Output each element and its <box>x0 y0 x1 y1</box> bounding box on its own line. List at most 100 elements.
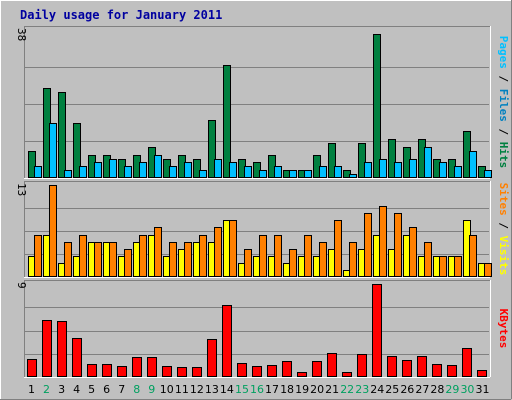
bar-files-13 <box>214 159 222 178</box>
bar-kbytes-15 <box>237 363 247 377</box>
legend-label-part: Hits <box>497 142 510 169</box>
legend-label: Pages / Files / Hits <box>497 36 510 169</box>
bar-files-10 <box>169 166 177 178</box>
bar-hits-12 <box>193 159 201 178</box>
panel-kbytes: 9 KBytes <box>15 280 510 378</box>
y-max-label: 13 <box>15 183 28 196</box>
bar-files-8 <box>139 162 147 178</box>
x-tick-label: 27 <box>415 383 429 396</box>
panel-area <box>24 26 490 178</box>
bar-kbytes-1 <box>27 359 37 377</box>
bar-visits-5 <box>94 242 102 277</box>
bar-kbytes-17 <box>267 365 277 377</box>
bar-visits-7 <box>124 249 132 277</box>
x-tick-label: 6 <box>103 383 110 396</box>
bar-kbytes-31 <box>477 370 487 377</box>
bar-kbytes-28 <box>432 364 442 377</box>
bar-files-23 <box>364 162 372 178</box>
bar-files-22 <box>349 174 357 178</box>
y-max-label: 38 <box>15 28 28 41</box>
x-tick-label: 25 <box>385 383 399 396</box>
bar-hits-1 <box>28 151 36 178</box>
bar-files-7 <box>124 166 132 178</box>
bar-files-11 <box>184 162 192 178</box>
bar-visits-13 <box>214 227 222 277</box>
bar-visits-4 <box>79 235 87 277</box>
bar-kbytes-23 <box>357 354 367 377</box>
bar-kbytes-18 <box>282 361 292 377</box>
bar-visits-19 <box>304 235 312 277</box>
bar-files-16 <box>259 170 267 178</box>
bar-files-31 <box>484 170 492 178</box>
bar-kbytes-21 <box>327 353 337 377</box>
legend-label-part: Sites <box>497 183 510 216</box>
legend-label: KBytes <box>497 309 510 349</box>
bar-visits-1 <box>34 235 42 277</box>
bar-files-15 <box>244 166 252 178</box>
legend-label-part: Visits <box>497 236 510 276</box>
bar-files-14 <box>229 162 237 178</box>
bar-files-2 <box>49 123 57 178</box>
bar-visits-21 <box>334 220 342 277</box>
bar-visits-2 <box>49 185 57 277</box>
y-max-label: 9 <box>15 282 28 289</box>
bar-files-6 <box>109 159 117 178</box>
bar-files-25 <box>394 162 402 178</box>
x-tick-label: 12 <box>190 383 204 396</box>
bar-kbytes-16 <box>252 366 262 377</box>
x-tick-label: 19 <box>295 383 309 396</box>
bar-visits-3 <box>64 242 72 277</box>
bar-kbytes-29 <box>447 365 457 377</box>
bar-visits-28 <box>439 256 447 277</box>
legend-label: Sites / Visits <box>497 183 510 276</box>
x-tick-label: 21 <box>325 383 339 396</box>
x-tick-label: 5 <box>88 383 95 396</box>
bar-hits-23 <box>358 143 366 178</box>
x-tick-label: 30 <box>460 383 474 396</box>
x-axis: 1 2 3 4 5 6 7 8 9 10 11 12 13 14 15 16 17 18 19 20 21 22 23 24 2… <box>28 383 489 396</box>
bar-files-19 <box>304 170 312 178</box>
x-tick-label: 9 <box>148 383 155 396</box>
bar-visits-26 <box>409 227 417 277</box>
bar-kbytes-13 <box>207 339 217 377</box>
x-tick-label: 8 <box>133 383 140 396</box>
legend-label-part: / <box>497 69 510 89</box>
bar-kbytes-12 <box>192 367 202 377</box>
x-tick-label: 1 <box>28 383 35 396</box>
x-tick-label: 7 <box>118 383 125 396</box>
bar-kbytes-4 <box>72 338 82 377</box>
x-tick-label: 2 <box>43 383 50 396</box>
bar-visits-6 <box>109 242 117 277</box>
bar-files-17 <box>274 166 282 178</box>
bar-hits-24 <box>373 34 381 178</box>
x-tick-label: 15 <box>235 383 249 396</box>
bar-visits-24 <box>379 206 387 277</box>
bar-visits-16 <box>259 235 267 277</box>
panel-visits-sites: 13 Sites / Visits <box>15 181 510 278</box>
bar-kbytes-27 <box>417 356 427 377</box>
x-tick-label: 14 <box>220 383 234 396</box>
bar-hits-14 <box>223 65 231 178</box>
bar-kbytes-6 <box>102 364 112 377</box>
x-tick-label: 29 <box>445 383 459 396</box>
x-tick-label: 16 <box>250 383 264 396</box>
x-tick-label: 24 <box>370 383 384 396</box>
x-tick-label: 18 <box>280 383 294 396</box>
bar-visits-15 <box>244 249 252 277</box>
legend-label-part: Files <box>497 89 510 122</box>
bar-visits-12 <box>199 235 207 277</box>
bar-kbytes-25 <box>387 356 397 377</box>
bar-kbytes-5 <box>87 364 97 377</box>
panel-area <box>24 280 490 377</box>
bar-visits-31 <box>484 263 492 277</box>
x-tick-label: 10 <box>160 383 174 396</box>
bar-files-1 <box>34 166 42 178</box>
legend-label-part: / <box>497 216 510 236</box>
bar-kbytes-11 <box>177 367 187 377</box>
bar-visits-29 <box>454 256 462 277</box>
bar-files-9 <box>154 155 162 178</box>
x-tick-label: 23 <box>355 383 369 396</box>
bar-visits-9 <box>154 227 162 277</box>
bar-visits-30 <box>469 235 477 277</box>
